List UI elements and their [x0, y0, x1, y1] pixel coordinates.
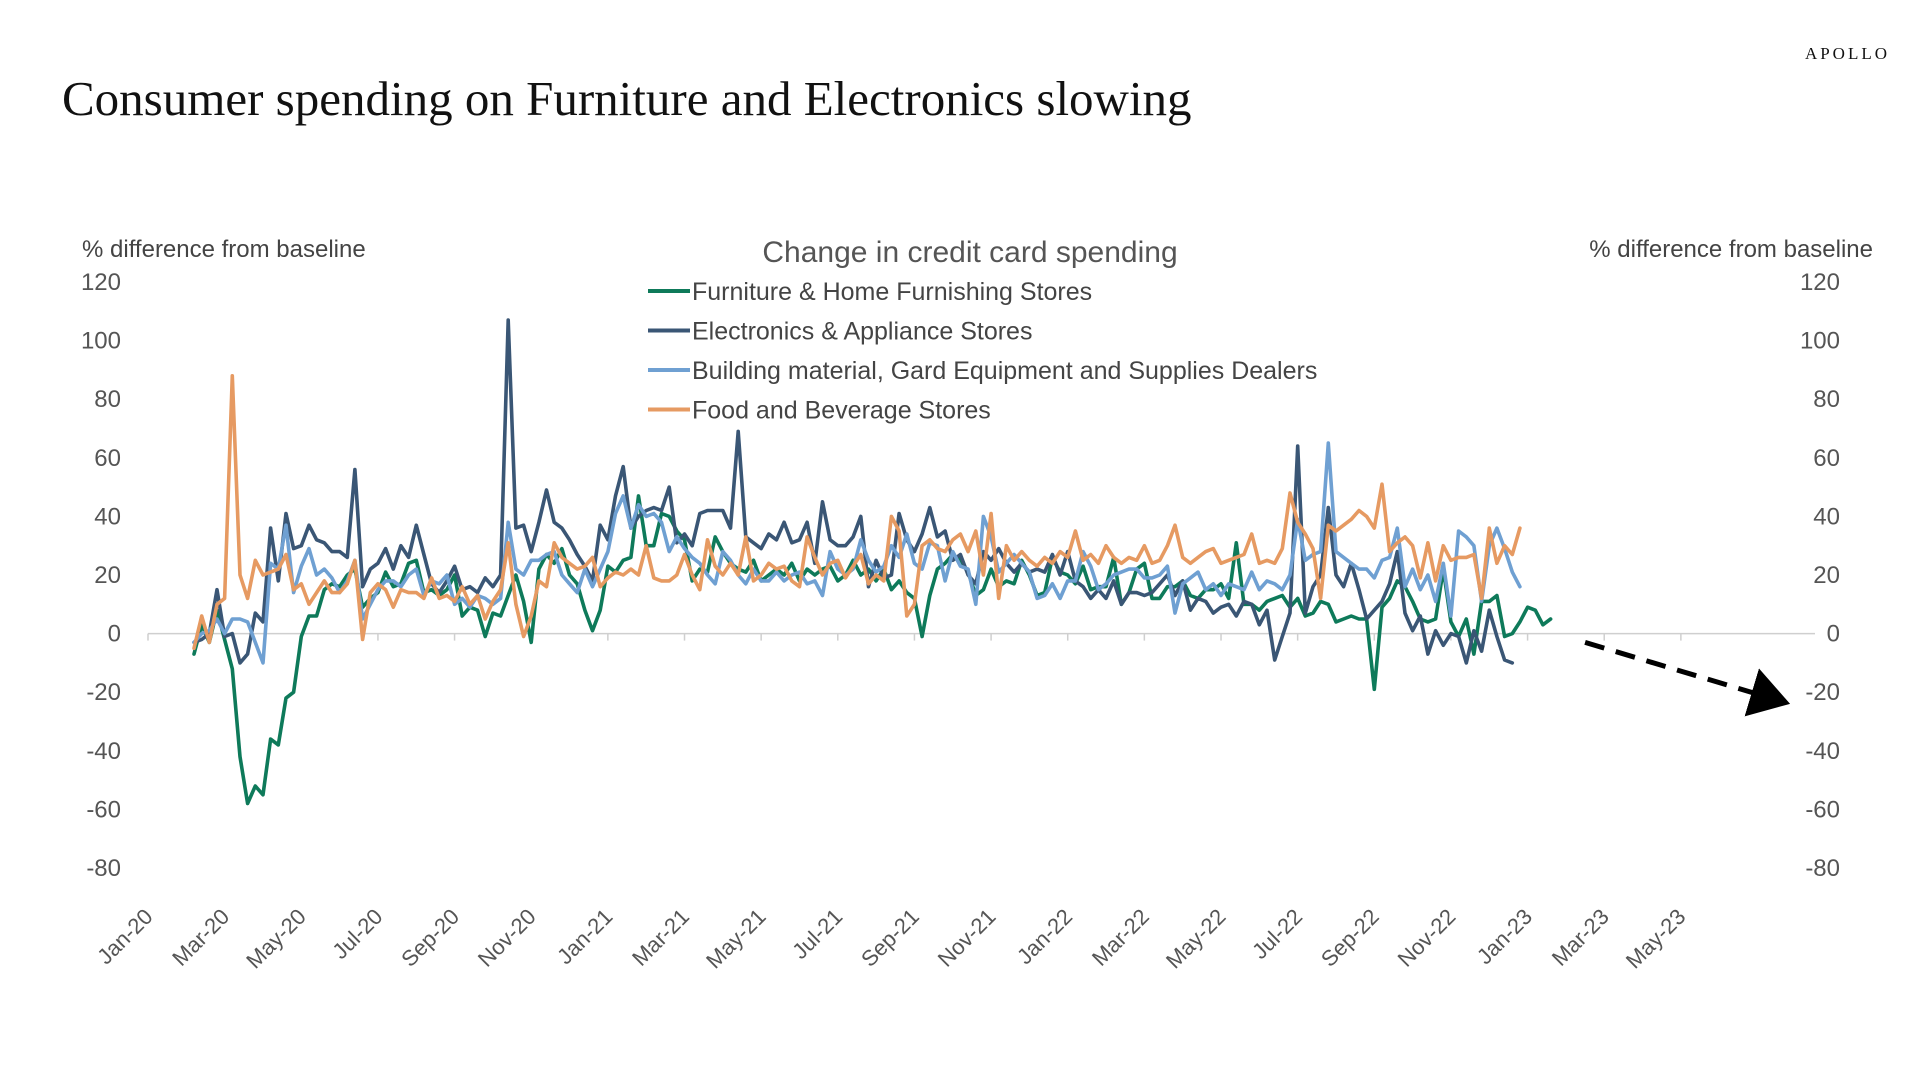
- y-tick-label-right: 80: [1813, 386, 1840, 413]
- brand-logo: APOLLO: [1804, 44, 1890, 63]
- x-tick-label: May-22: [1161, 904, 1231, 974]
- x-axis: Jan-20 Mar-20 May-20 Jul-20 Sep-20 Nov-20 Jan-…: [92, 633, 1691, 974]
- series-lines: [192, 318, 1553, 806]
- chart-title: Change in credit card spending: [762, 236, 1177, 269]
- trend-arrow: [1584, 639, 1791, 717]
- y-tick-label-left: 80: [94, 386, 121, 413]
- series-line-4: [192, 374, 1522, 651]
- y-axis-right: 120 100 80 60 40 20 0 -20 -40 -60 -80: [1800, 269, 1840, 882]
- x-tick-label: Jul-22: [1247, 904, 1307, 964]
- x-tick-label: May-21: [701, 904, 771, 974]
- y-tick-label-right: 40: [1813, 503, 1840, 530]
- y-tick-label-left: 20: [94, 562, 121, 589]
- y-axis-label-left: % difference from baseline: [82, 236, 366, 263]
- x-tick-label: Mar-23: [1547, 904, 1614, 971]
- y-tick-label-left: 60: [94, 445, 121, 472]
- x-tick-label: Nov-20: [473, 904, 541, 972]
- x-tick-label: Sep-21: [856, 904, 924, 972]
- x-tick-label: Jan-21: [552, 904, 617, 969]
- y-tick-label-right: 60: [1813, 445, 1840, 472]
- x-tick-label: Jan-23: [1472, 904, 1537, 969]
- x-tick-label: Jan-22: [1012, 904, 1077, 969]
- page-title: Consumer spending on Furniture and Elect…: [62, 71, 1192, 126]
- y-tick-label-right: -20: [1805, 679, 1840, 706]
- x-tick-label: Sep-20: [396, 904, 464, 972]
- y-tick-label-right: 0: [1827, 621, 1840, 648]
- y-tick-label-right: -60: [1805, 796, 1840, 823]
- x-tick-label: Jul-20: [327, 904, 387, 964]
- legend-label: Electronics & Appliance Stores: [692, 318, 1032, 346]
- y-tick-label-right: -40: [1805, 738, 1840, 765]
- y-tick-label-right: 20: [1813, 562, 1840, 589]
- legend-label: Furniture & Home Furnishing Stores: [692, 278, 1092, 306]
- y-tick-label-left: -20: [86, 679, 121, 706]
- x-tick-label: Nov-22: [1393, 904, 1461, 972]
- x-tick-label: Mar-20: [167, 904, 234, 971]
- y-tick-label-left: -60: [86, 796, 121, 823]
- x-tick-label: Mar-22: [1087, 904, 1154, 971]
- y-tick-label-left: -40: [86, 738, 121, 765]
- y-tick-label-left: 0: [108, 621, 121, 648]
- y-tick-label-right: 100: [1800, 328, 1840, 355]
- legend: Furniture & Home Furnishing Stores Electr…: [648, 278, 1317, 425]
- y-tick-label-left: 40: [94, 503, 121, 530]
- y-tick-label-left: -80: [86, 855, 121, 882]
- legend-label: Building material, Gard Equipment and Su…: [692, 357, 1317, 385]
- x-tick-label: Nov-21: [933, 904, 1001, 972]
- y-axis-label-right: % difference from baseline: [1589, 236, 1873, 263]
- series-line-1: [192, 494, 1553, 806]
- x-tick-label: Jan-20: [92, 904, 157, 969]
- x-tick-label: May-23: [1621, 904, 1691, 974]
- y-tick-label-left: 100: [81, 328, 121, 355]
- y-tick-label-left: 120: [81, 269, 121, 296]
- x-tick-label: Jul-21: [787, 904, 847, 964]
- series-line-3: [192, 441, 1522, 665]
- x-tick-label: Sep-22: [1316, 904, 1384, 972]
- y-tick-label-right: 120: [1800, 269, 1840, 296]
- y-tick-label-right: -80: [1805, 855, 1840, 882]
- y-axis-left: 120 100 80 60 40 20 0 -20 -40 -60 -80: [81, 269, 121, 882]
- x-tick-label: May-20: [241, 904, 311, 974]
- x-tick-label: Mar-21: [627, 904, 694, 971]
- legend-label: Food and Beverage Stores: [692, 397, 991, 425]
